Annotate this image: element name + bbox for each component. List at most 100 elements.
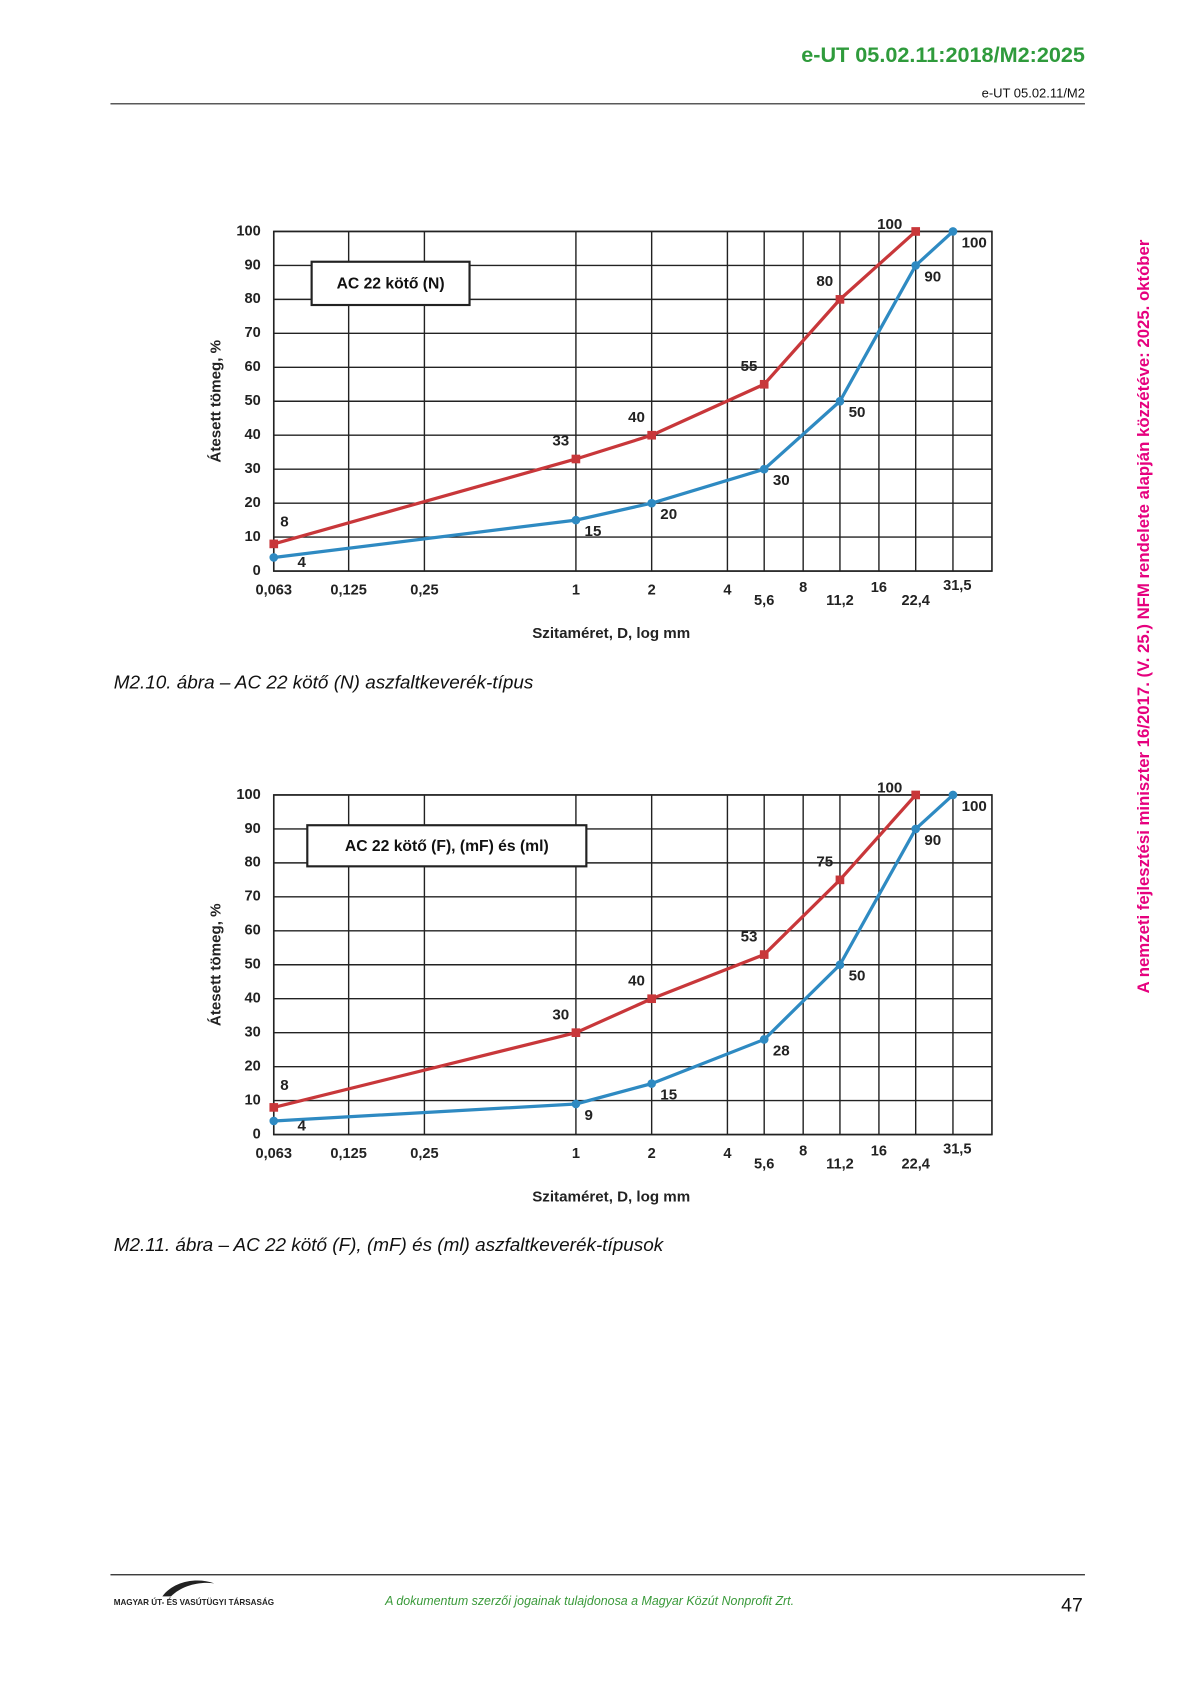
figure-caption: M2.11. ábra – AC 22 kötő (F), (mF) és (m… (114, 1235, 665, 1256)
y-tick-label: 90 (245, 821, 261, 837)
data-label: 40 (628, 409, 645, 426)
y-tick-label: 10 (245, 529, 261, 545)
annotation-box (310, 260, 471, 307)
data-label: 4 (298, 1117, 307, 1134)
x-tick-label: 5,6 (754, 1157, 774, 1173)
x-axis-label: Szitaméret, D, log mm (532, 1188, 690, 1205)
y-tick-label: 80 (245, 855, 261, 871)
x-tick-label: 22,4 (901, 1157, 930, 1173)
x-tick-label: 22,4 (901, 593, 930, 609)
y-tick-label: 100 (236, 223, 260, 239)
x-tick-label: 0,25 (410, 1146, 438, 1162)
x-tick-label: 31,5 (943, 578, 971, 594)
point (835, 960, 845, 970)
point (911, 790, 921, 800)
data-label: 28 (773, 1042, 790, 1059)
annotation-box (306, 824, 588, 868)
y-tick-label: 10 (245, 1092, 261, 1108)
series-line (273, 793, 917, 1109)
x-tick-label: 5,6 (754, 593, 774, 609)
y-tick-label: 0 (253, 563, 261, 579)
data-label: 8 (280, 513, 288, 530)
data-label: 8 (280, 1077, 288, 1094)
x-tick-label: 8 (799, 1144, 807, 1160)
x-tick-label: 0,125 (330, 1146, 367, 1162)
figure-caption: M2.10. ábra – AC 22 kötő (N) aszfaltkeve… (114, 673, 534, 694)
data-label: 75 (816, 854, 833, 871)
y-tick-label: 60 (245, 359, 261, 375)
x-tick-label: 2 (648, 1146, 656, 1162)
copyright: A dokumentum szerzői jogainak tulajdonos… (384, 1594, 794, 1608)
x-tick-label: 11,2 (826, 1157, 854, 1173)
annotation: AC 22 kötő (N) (337, 276, 445, 293)
x-tick-label: 11,2 (826, 593, 854, 609)
header-subtitle: e-UT 05.02.11/M2 (982, 86, 1085, 101)
x-tick-label: 4 (723, 582, 732, 598)
x-tick-label: 4 (723, 1146, 732, 1162)
data-label: 50 (849, 404, 866, 421)
point (911, 227, 921, 236)
point (647, 1079, 656, 1088)
point (269, 1103, 279, 1112)
y-tick-label: 20 (245, 495, 261, 511)
x-tick-label: 0,25 (410, 582, 438, 598)
point (759, 950, 769, 959)
y-axis-label: Átesett tömeg, % (207, 339, 224, 462)
data-label: 9 (585, 1107, 593, 1124)
data-label: 33 (552, 433, 569, 450)
point (835, 295, 845, 304)
point (647, 498, 656, 508)
y-tick-label: 100 (236, 787, 260, 803)
x-tick-label: 0,063 (256, 1146, 293, 1162)
y-tick-label: 50 (245, 957, 261, 973)
series-line (273, 230, 917, 546)
data-label: 30 (552, 1006, 569, 1023)
data-label: 53 (741, 928, 758, 945)
data-label: 40 (628, 972, 645, 989)
data-label: 55 (741, 358, 758, 375)
point (759, 1035, 769, 1044)
point (759, 464, 769, 474)
point (911, 261, 921, 270)
y-tick-label: 70 (245, 325, 261, 341)
x-axis-label: Szitaméret, D, log mm (532, 625, 690, 642)
data-label: 90 (924, 832, 941, 849)
point (571, 515, 581, 525)
y-tick-label: 40 (245, 991, 261, 1007)
data-label: 100 (877, 216, 902, 233)
data-label: 100 (962, 798, 987, 815)
chart: 0 10 20 30 40 50 60 70 80 90 100 0,063 0,125 0,25 1 2 4 5… (114, 779, 993, 1256)
point (948, 790, 958, 800)
data-label: 90 (924, 268, 941, 285)
point (911, 824, 921, 834)
x-tick-label: 16 (871, 580, 887, 596)
data-label: 15 (585, 523, 602, 540)
x-tick-label: 31,5 (943, 1142, 971, 1158)
point (948, 227, 958, 236)
annotation: AC 22 kötő (F), (mF) és (ml) (345, 838, 549, 855)
x-tick-label: 8 (799, 580, 807, 596)
point (571, 454, 581, 464)
x-tick-label: 0,125 (330, 582, 367, 598)
chart: 0 10 20 30 40 50 60 70 80 90 100 0,063 0,125 0,25 1 2 4 5… (114, 216, 993, 694)
data-label: 30 (773, 472, 790, 489)
point (835, 396, 845, 406)
y-tick-label: 40 (245, 427, 261, 443)
data-label: 100 (962, 234, 987, 251)
y-tick-label: 30 (245, 1025, 261, 1041)
side-note: A nemzeti fejlesztési miniszter 16/2017.… (1134, 239, 1153, 993)
point (571, 1028, 581, 1038)
x-tick-label: 0,063 (256, 582, 293, 598)
x-tick-label: 2 (648, 582, 656, 598)
point (269, 553, 279, 562)
point (835, 875, 845, 885)
point (269, 1116, 279, 1126)
point (571, 1099, 581, 1109)
logo-text: MAGYAR ÚT- ÉS VASÚTÜGYI TÁRSASÁG (114, 1598, 274, 1607)
y-axis-label: Átesett tömeg, % (207, 903, 224, 1026)
y-tick-label: 20 (245, 1059, 261, 1075)
data-label: 100 (877, 779, 902, 796)
logo-mark (162, 1580, 215, 1597)
